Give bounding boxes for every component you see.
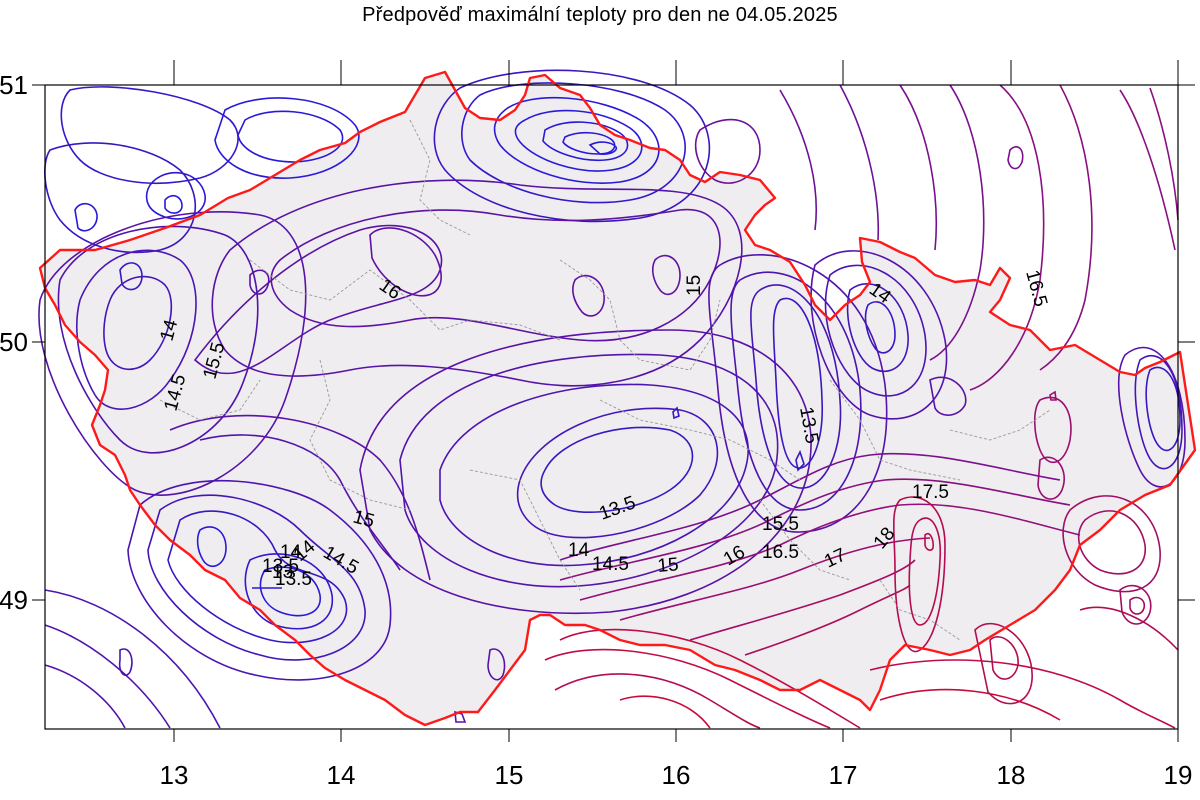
- contour-label: 14: [280, 542, 302, 563]
- x-tick-label: 19: [1164, 760, 1193, 790]
- x-tick-label: 17: [829, 760, 858, 790]
- tick-marks: [32, 60, 1195, 742]
- isotherms: [38, 69, 1186, 729]
- contour-label: 13.5: [275, 569, 312, 590]
- region-boundaries: [159, 119, 1051, 641]
- x-axis: 13 14 15 16 17 18 19: [160, 760, 1193, 790]
- country-fill: [40, 72, 1195, 725]
- x-tick-label: 13: [160, 760, 189, 790]
- y-axis: 51 50 49: [0, 70, 28, 615]
- contour-label: 13.5: [262, 556, 299, 577]
- x-tick-label: 18: [997, 760, 1026, 790]
- x-tick-label: 15: [495, 760, 524, 790]
- x-tick-label: 16: [662, 760, 691, 790]
- contour-label: 14: [568, 540, 590, 561]
- y-tick-label: 51: [0, 70, 28, 100]
- contour-label: 16.5: [762, 542, 799, 563]
- contour-label: 14.5: [592, 554, 629, 575]
- contour-label: 15.5: [762, 514, 799, 535]
- y-tick-label: 49: [0, 585, 28, 615]
- y-tick-label: 50: [0, 327, 28, 357]
- country-border: [38, 70, 1197, 727]
- contour-label: 13: [272, 562, 293, 583]
- contour-label: 15: [684, 275, 705, 296]
- contour-label: 17.5: [912, 482, 949, 503]
- map-frame: [44, 84, 1179, 730]
- map-title: Předpověď maximální teploty pro den ne 0…: [362, 4, 838, 26]
- map-area: [38, 69, 1197, 730]
- x-tick-label: 14: [327, 760, 356, 790]
- contour-label: 15: [657, 554, 680, 577]
